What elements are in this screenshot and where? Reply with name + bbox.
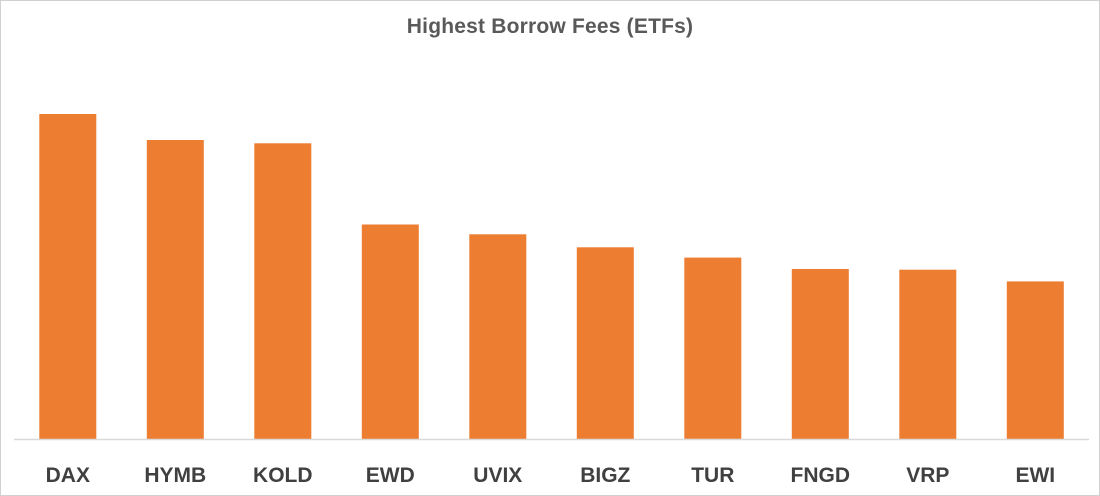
bar-kold <box>254 143 312 440</box>
x-tick-label-vrp: VRP <box>906 464 949 487</box>
x-tick-label-ewi: EWI <box>1015 464 1055 487</box>
bar-hymb <box>146 140 204 439</box>
bar-dax <box>39 114 97 439</box>
x-tick-label-kold: KOLD <box>253 464 313 487</box>
bar-ewi <box>1006 281 1064 439</box>
bar-vrp <box>899 269 957 439</box>
chart-title: Highest Borrow Fees (ETFs) <box>406 15 694 38</box>
x-tick-label-bigz: BIGZ <box>580 464 630 487</box>
bar-fngd <box>791 269 849 439</box>
bar-tur <box>684 257 742 439</box>
bar-ewd <box>361 224 419 439</box>
x-tick-label-ewd: EWD <box>366 464 415 487</box>
x-tick-label-hymb: HYMB <box>144 464 206 487</box>
x-tick-label-dax: DAX <box>46 464 90 487</box>
x-tick-label-tur: TUR <box>691 464 734 487</box>
bar-uvix <box>469 234 527 440</box>
bar-bigz <box>576 247 634 440</box>
x-tick-label-fngd: FNGD <box>791 464 851 487</box>
x-tick-label-uvix: UVIX <box>473 464 522 487</box>
